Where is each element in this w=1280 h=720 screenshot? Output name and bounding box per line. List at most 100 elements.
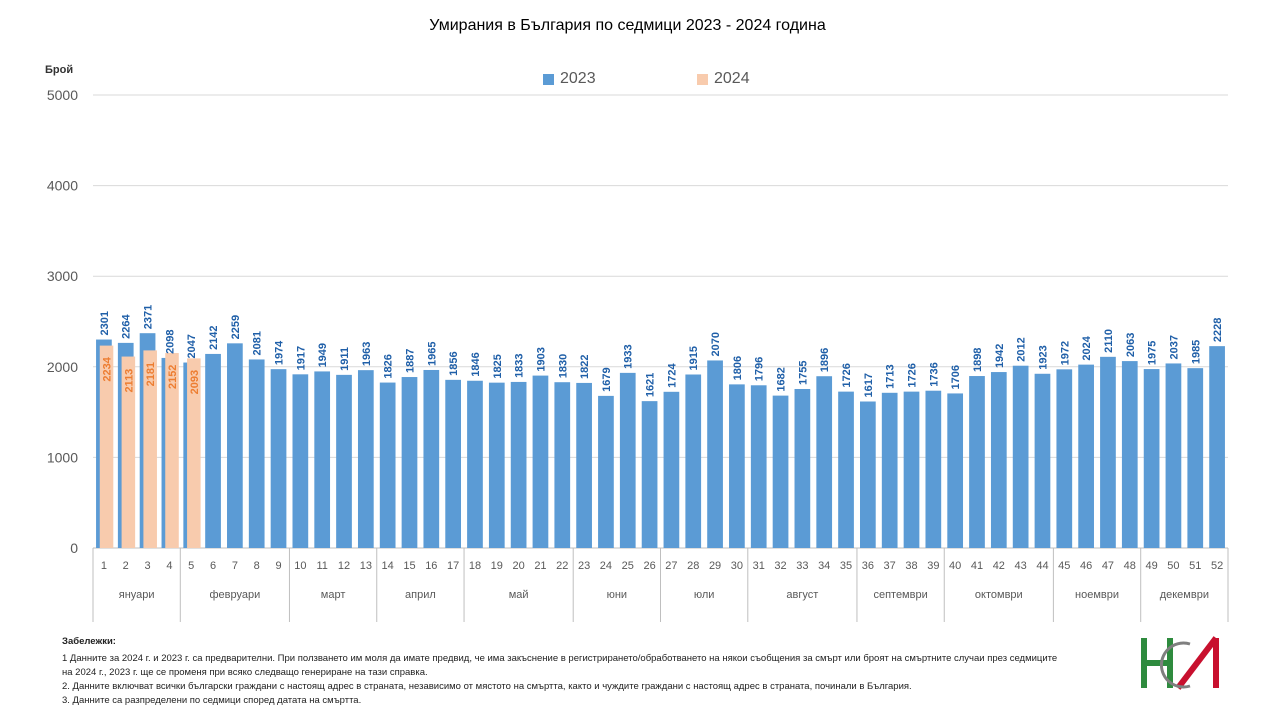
bar-2023 (1012, 365, 1029, 548)
x-tick-label: 20 (513, 560, 525, 572)
x-tick-label: 37 (884, 560, 896, 572)
month-label: февруари (209, 589, 260, 601)
data-label-2023: 1617 (863, 373, 875, 397)
data-label-2023: 1679 (601, 367, 613, 391)
bar-2023 (816, 376, 833, 548)
bar-2023 (903, 391, 920, 548)
x-tick-label: 5 (188, 560, 194, 572)
y-tick-label: 4000 (47, 178, 78, 194)
x-tick-label: 2 (123, 560, 129, 572)
data-label-2023: 2024 (1081, 335, 1093, 360)
legend-label-2024: 2024 (714, 70, 750, 87)
x-tick-label: 16 (425, 560, 437, 572)
note-item: 1 Данните за 2024 г. и 2023 г. са предва… (62, 653, 1058, 678)
data-label-2023: 1856 (448, 351, 460, 375)
data-label-2023: 1822 (579, 354, 591, 378)
x-tick-label: 21 (534, 560, 546, 572)
nsi-logo (1141, 636, 1219, 690)
bar-2023 (794, 388, 811, 548)
note-item: 3. Данните са разпределени по седмици сп… (62, 695, 362, 706)
bar-2023 (467, 380, 483, 548)
bar-2023 (379, 382, 396, 548)
data-label-2023: 1985 (1190, 340, 1202, 364)
month-label: юни (607, 589, 627, 601)
data-label-2023: 1833 (514, 353, 526, 377)
x-tick-label: 48 (1124, 560, 1136, 572)
x-tick-label: 30 (731, 560, 743, 572)
bar-2023 (729, 384, 745, 548)
data-label-2023: 1974 (274, 340, 286, 365)
bar-2023 (1143, 369, 1160, 548)
x-tick-label: 18 (469, 560, 481, 572)
note-item: 2. Данните включват всички български гра… (62, 681, 912, 692)
x-tick-label: 31 (753, 560, 765, 572)
data-label-2023: 2081 (252, 331, 264, 355)
x-tick-label: 17 (447, 560, 459, 572)
bar-2023 (1165, 363, 1182, 548)
x-tick-label: 43 (1015, 560, 1027, 572)
data-label-2023: 1724 (666, 362, 678, 387)
data-label-2023: 2047 (186, 334, 198, 358)
x-tick-label: 3 (145, 560, 151, 572)
data-label-2023: 1830 (557, 354, 569, 378)
bar-2023 (1100, 356, 1116, 548)
data-label-2023: 2110 (1103, 329, 1115, 353)
data-label-2024: 2113 (123, 369, 135, 393)
data-label-2024: 2181 (145, 362, 157, 386)
data-label-2023: 2228 (1212, 318, 1224, 342)
y-tick-label: 5000 (47, 87, 78, 103)
bar-2023 (227, 343, 243, 548)
bar-2023 (445, 379, 462, 548)
bar-2023 (205, 353, 221, 548)
x-tick-label: 10 (294, 560, 306, 572)
x-tick-label: 36 (862, 560, 874, 572)
y-tick-label: 3000 (47, 268, 78, 284)
x-tick-label: 52 (1211, 560, 1223, 572)
y-axis-title: Брой (45, 64, 74, 76)
bar-2023 (947, 393, 964, 548)
data-label-2023: 1898 (972, 348, 984, 372)
bar-2023 (554, 382, 571, 548)
x-tick-label: 51 (1189, 560, 1201, 572)
data-label-2023: 1972 (1059, 341, 1071, 365)
bar-2023 (510, 381, 527, 548)
data-label-2023: 1963 (361, 342, 373, 366)
bar-2023 (598, 395, 614, 548)
data-label-2023: 1942 (994, 344, 1006, 368)
bar-2024 (143, 350, 157, 548)
x-tick-label: 25 (622, 560, 634, 572)
data-label-2023: 1917 (295, 346, 307, 370)
data-label-2023: 1923 (1037, 345, 1049, 369)
bar-2023 (270, 369, 287, 548)
bar-2023 (336, 374, 352, 548)
data-label-2023: 1682 (776, 367, 788, 391)
x-tick-label: 29 (709, 560, 721, 572)
data-label-2023: 2264 (121, 314, 133, 339)
x-tick-label: 4 (166, 560, 172, 572)
x-tick-label: 41 (971, 560, 983, 572)
data-label-2023: 1887 (404, 349, 416, 373)
x-tick-label: 11 (316, 560, 327, 572)
month-label: януари (119, 589, 155, 601)
y-tick-label: 1000 (47, 449, 78, 465)
bar-2023 (707, 360, 723, 548)
x-tick-label: 33 (796, 560, 808, 572)
bar-2024 (165, 353, 179, 548)
month-label: март (321, 589, 346, 601)
x-tick-label: 26 (643, 560, 655, 572)
x-tick-label: 46 (1080, 560, 1092, 572)
data-label-2023: 1915 (688, 346, 700, 370)
legend-swatch-2024 (697, 73, 708, 85)
bar-2023 (685, 374, 702, 548)
bar-2023 (1056, 369, 1073, 548)
bar-2023 (859, 401, 876, 548)
bar-2024 (99, 345, 114, 548)
month-label: септември (873, 589, 927, 601)
data-label-2023: 1796 (754, 357, 766, 381)
bar-2023 (838, 391, 854, 548)
x-tick-label: 44 (1036, 560, 1048, 572)
x-tick-label: 22 (556, 560, 568, 572)
notes-section: Забележки: 1 Данните за 2024 г. и 2023 г… (62, 635, 1062, 708)
bar-2023 (990, 372, 1007, 548)
bar-2023 (423, 369, 440, 548)
